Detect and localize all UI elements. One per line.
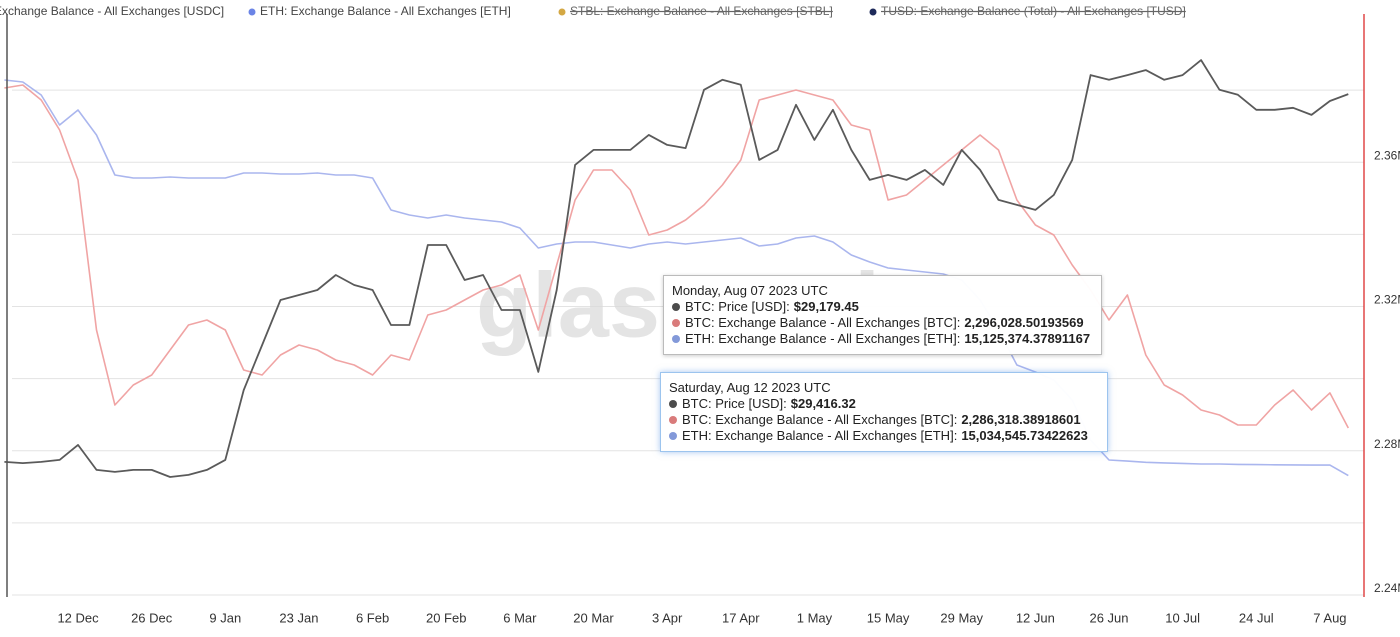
x-tick-label: 15 May [867, 610, 910, 625]
x-tick-label: 23 Jan [279, 610, 318, 625]
tooltip-series-name: BTC: Price [USD] [685, 299, 794, 314]
tooltip-date: Monday, Aug 07 2023 UTC [672, 283, 828, 298]
tooltip-series-name: BTC: Exchange Balance - All Exchanges [B… [682, 412, 961, 427]
x-tick-label: 3 Apr [652, 610, 683, 625]
tooltip-dot [672, 303, 680, 311]
tooltip-dot [669, 416, 677, 424]
tooltip-value: 15,125,374.37891167 [964, 331, 1091, 346]
x-tick-label: 12 Jun [1016, 610, 1055, 625]
legend-marker [869, 8, 877, 16]
tooltip-value: $29,416.32 [790, 396, 856, 411]
tooltip-row: BTC: Price [USD]$29,179.45 [672, 299, 1093, 315]
tooltip-series-name: BTC: Exchange Balance - All Exchanges [B… [685, 315, 964, 330]
legend-marker [248, 8, 256, 16]
tooltip-value: 15,034,545.73422623 [961, 428, 1088, 443]
x-tick-label: 26 Jun [1089, 610, 1128, 625]
series-line [4, 59, 1349, 478]
x-tick-label: 6 Feb [356, 610, 389, 625]
x-tick-label: 24 Jul [1239, 610, 1274, 625]
tooltip-row: BTC: Exchange Balance - All Exchanges [B… [669, 412, 1099, 428]
x-tick-label: 9 Jan [209, 610, 241, 625]
legend-marker [558, 8, 566, 16]
x-tick-label: 29 May [940, 610, 983, 625]
tooltip-value: 2,286,318.38918601 [961, 412, 1081, 427]
y2-tick-label: 2.32M [1374, 293, 1400, 307]
tooltip-row: BTC: Price [USD]$29,416.32 [669, 396, 1099, 412]
tooltip-series-name: ETH: Exchange Balance - All Exchanges [E… [685, 331, 964, 346]
x-tick-label: 7 Aug [1313, 610, 1346, 625]
x-tick-label: 1 May [797, 610, 833, 625]
tooltip: Saturday, Aug 12 2023 UTC BTC: Price [USD… [660, 372, 1108, 452]
legend-label: ETH: Exchange Balance - All Exchanges [E… [260, 4, 511, 18]
tooltip-row: ETH: Exchange Balance - All Exchanges [E… [669, 428, 1099, 444]
tooltip-dot [669, 400, 677, 408]
tooltip-row: ETH: Exchange Balance - All Exchanges [E… [672, 331, 1093, 347]
y2-tick-label: 2.36M [1374, 148, 1400, 162]
x-tick-label: 20 Feb [426, 610, 466, 625]
legend-label: Exchange Balance - All Exchanges [USDC] [0, 4, 224, 18]
tooltip-value: 2,296,028.50193569 [964, 315, 1084, 330]
x-tick-label: 17 Apr [722, 610, 760, 625]
x-tick-label: 6 Mar [503, 610, 537, 625]
tooltip-dot [672, 335, 680, 343]
tooltip-dot [672, 319, 680, 327]
tooltip-row: BTC: Exchange Balance - All Exchanges [B… [672, 315, 1093, 331]
y2-tick-label: 2.24M [1374, 581, 1400, 595]
x-tick-label: 12 Dec [57, 610, 99, 625]
series-line [4, 79, 1349, 477]
tooltip-date: Saturday, Aug 12 2023 UTC [669, 380, 831, 395]
tooltip-series-name: ETH: Exchange Balance - All Exchanges [E… [682, 428, 961, 443]
series-line [4, 84, 1350, 429]
y2-tick-label: 2.28M [1374, 437, 1400, 451]
x-tick-label: 20 Mar [573, 610, 614, 625]
x-tick-label: 10 Jul [1165, 610, 1200, 625]
tooltip-series-name: BTC: Price [USD] [682, 396, 791, 411]
tooltip-value: $29,179.45 [793, 299, 859, 314]
x-tick-label: 26 Dec [131, 610, 173, 625]
legend-label: STBL: Exchange Balance - All Exchanges [… [570, 4, 833, 18]
tooltip-dot [669, 432, 677, 440]
legend-label: TUSD: Exchange Balance (Total) - All Exc… [881, 4, 1186, 18]
